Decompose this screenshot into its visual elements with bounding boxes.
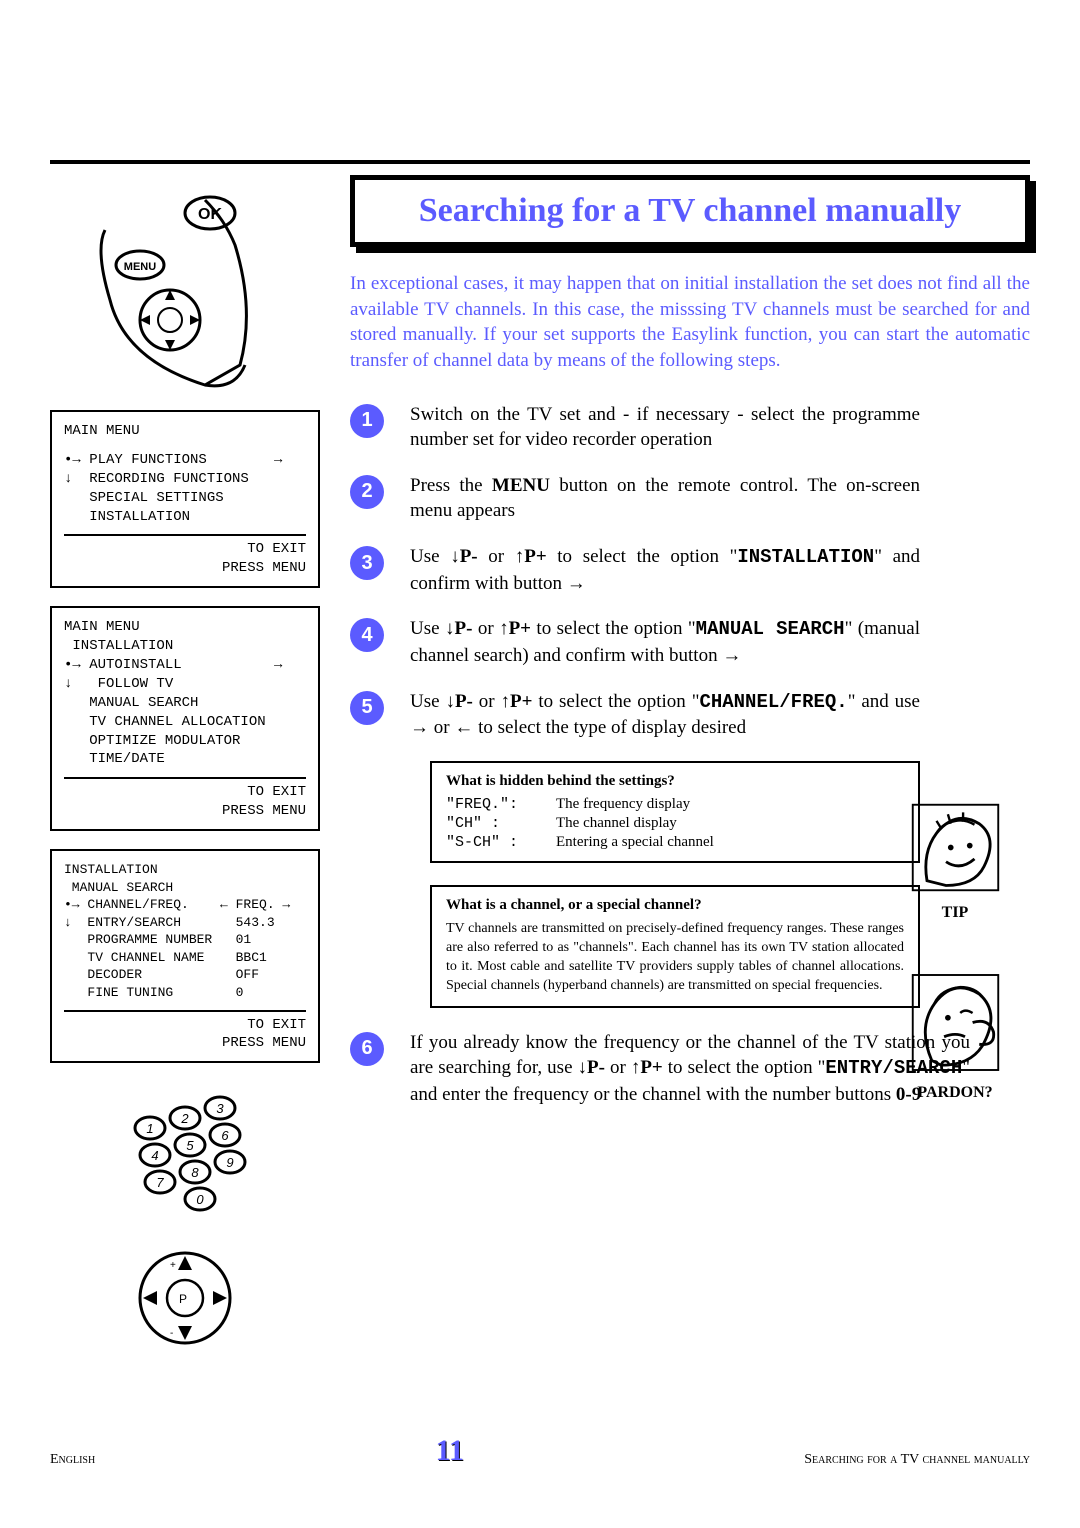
- svg-text:0: 0: [196, 1192, 204, 1207]
- tip-row: "S-CH" :Entering a special channel: [446, 834, 904, 851]
- menu-button-label: MENU: [124, 261, 156, 273]
- pardon-body: TV channels are transmitted on precisely…: [446, 920, 904, 996]
- pardon-box: What is a channel, or a special channel?…: [430, 885, 920, 1008]
- footer-language: English: [50, 1452, 95, 1468]
- step-number: 3: [350, 546, 384, 580]
- page-title-box: Searching for a TV channel manually: [350, 175, 1030, 247]
- tip-box: What is hidden behind the settings? "FRE…: [430, 761, 920, 863]
- pardon-title: What is a channel, or a special channel?: [446, 897, 904, 914]
- step-text: Use ↓P- or ↑P+ to select the option "CHA…: [410, 689, 1030, 741]
- arrow-pad-illustration: P + -: [115, 1228, 255, 1368]
- svg-text:6: 6: [221, 1128, 229, 1143]
- tip-row: "FREQ.":The frequency display: [446, 796, 904, 813]
- tip-face-icon: [908, 800, 1003, 895]
- left-column: OK MENU MAIN MENU •→ PLAY FUNCTIONS → ↓ …: [50, 190, 320, 1378]
- step-text: Use ↓P- or ↑P+ to select the option "MAN…: [410, 616, 1030, 668]
- step-number: 1: [350, 404, 384, 438]
- step-1: 1 Switch on the TV set and - if necessar…: [350, 402, 1030, 453]
- menu-header: MAIN MENU: [64, 422, 306, 441]
- footer-section: Searching for a TV channel manually: [804, 1452, 1030, 1468]
- step-number: 5: [350, 691, 384, 725]
- step-number: 6: [350, 1032, 384, 1066]
- svg-text:9: 9: [226, 1155, 233, 1170]
- page-title: Searching for a TV channel manually: [379, 192, 1001, 230]
- step-text: Switch on the TV set and - if necessary …: [410, 402, 1030, 453]
- osd-main-menu: MAIN MENU •→ PLAY FUNCTIONS → ↓ RECORDIN…: [50, 410, 320, 588]
- svg-text:7: 7: [156, 1175, 164, 1190]
- step-text: Press the MENU button on the remote cont…: [410, 473, 1030, 524]
- svg-text:+: +: [170, 1260, 176, 1271]
- step-number: 2: [350, 475, 384, 509]
- tip-row: "CH" :The channel display: [446, 815, 904, 832]
- step-2: 2 Press the MENU button on the remote co…: [350, 473, 1030, 524]
- step-number: 4: [350, 618, 384, 652]
- remote-illustration: OK MENU: [85, 190, 285, 390]
- svg-text:1: 1: [146, 1121, 153, 1136]
- pardon-label: PARDON?: [900, 1084, 1010, 1102]
- pardon-face-icon: [908, 970, 1003, 1075]
- numpad-illustration: 1 2 3 4 5 6 7 8 9 0: [105, 1093, 265, 1218]
- svg-text:4: 4: [151, 1148, 158, 1163]
- step-text: Use ↓P- or ↑P+ to select the option "INS…: [410, 544, 1030, 596]
- svg-text:2: 2: [180, 1111, 189, 1126]
- svg-text:P: P: [179, 1292, 187, 1306]
- osd-manual-search-menu: INSTALLATION MANUAL SEARCH •→ CHANNEL/FR…: [50, 849, 320, 1063]
- tip-title: What is hidden behind the settings?: [446, 773, 904, 790]
- step-5: 5 Use ↓P- or ↑P+ to select the option "C…: [350, 689, 1030, 741]
- svg-text:3: 3: [216, 1101, 224, 1116]
- footer-page-number: 11: [436, 1434, 464, 1468]
- page-footer: English 11 Searching for a TV channel ma…: [50, 1434, 1030, 1468]
- intro-paragraph: In exceptional cases, it may happen that…: [350, 271, 1030, 374]
- osd-installation-menu: MAIN MENU INSTALLATION •→ AUTOINSTALL → …: [50, 606, 320, 831]
- svg-text:5: 5: [186, 1138, 194, 1153]
- page-top-rule: [50, 160, 1030, 164]
- step-4: 4 Use ↓P- or ↑P+ to select the option "M…: [350, 616, 1030, 668]
- svg-text:8: 8: [191, 1165, 199, 1180]
- step-3: 3 Use ↓P- or ↑P+ to select the option "I…: [350, 544, 1030, 596]
- svg-text:-: -: [170, 1328, 173, 1339]
- right-column: Searching for a TV channel manually In e…: [350, 175, 1030, 1127]
